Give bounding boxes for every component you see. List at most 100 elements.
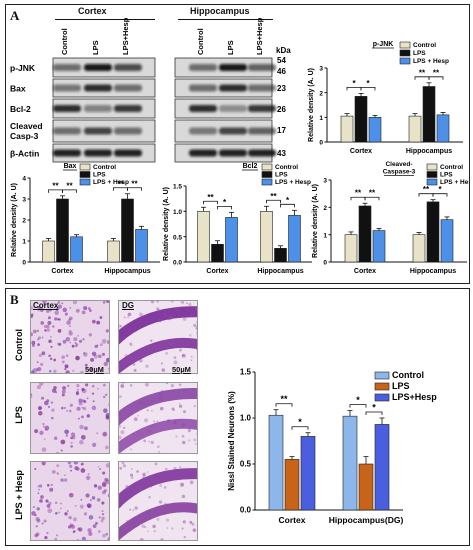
cell-dot bbox=[170, 504, 174, 507]
cell-dot bbox=[40, 396, 45, 400]
cell-dot bbox=[98, 354, 102, 359]
cell-dot bbox=[36, 366, 42, 372]
cell-dot bbox=[81, 387, 85, 392]
cell-dot bbox=[181, 354, 184, 357]
bcl2-sig-bracket-0-1 bbox=[217, 205, 232, 210]
cell-dot bbox=[144, 383, 149, 387]
cell-dot bbox=[52, 325, 55, 328]
granule-layer-arc bbox=[119, 468, 197, 509]
cell-dot bbox=[181, 527, 184, 530]
pjnk-bar-0-1 bbox=[354, 96, 368, 143]
bcl2-sig-bracket-0-0 bbox=[203, 200, 218, 205]
cell-dot bbox=[80, 370, 84, 373]
cell-dot bbox=[43, 400, 49, 406]
cell-dot bbox=[142, 472, 147, 477]
cell-dot bbox=[181, 434, 185, 438]
cell-dot bbox=[60, 502, 62, 505]
cell-dot bbox=[196, 432, 197, 436]
cell-dot bbox=[80, 468, 86, 473]
nissl-sig-bracket-0-0 bbox=[275, 403, 293, 407]
bcl2-bar-0-2 bbox=[225, 217, 238, 263]
cell-dot bbox=[171, 407, 175, 411]
cell-dot bbox=[196, 347, 197, 351]
cell-dot bbox=[107, 536, 109, 540]
cell-dot bbox=[158, 450, 161, 453]
cell-dot bbox=[178, 540, 180, 541]
cell-dot bbox=[76, 406, 81, 411]
pjnk-sig-star-0-0: * bbox=[352, 79, 356, 88]
bcl2-bar-1-1 bbox=[274, 248, 287, 263]
cell-dot bbox=[38, 353, 42, 358]
cell-dot bbox=[88, 333, 93, 337]
cell-dot bbox=[48, 354, 51, 358]
cell-dot bbox=[62, 386, 66, 390]
bcl2-legend-swatch-1 bbox=[261, 171, 273, 178]
cell-dot bbox=[165, 351, 169, 355]
cell-dot bbox=[195, 345, 197, 349]
nissl-sig-star-0-0: ** bbox=[280, 394, 288, 404]
cell-dot bbox=[153, 346, 158, 351]
cell-dot bbox=[129, 473, 134, 477]
cell-dot bbox=[87, 473, 90, 476]
cell-dot bbox=[183, 410, 187, 414]
cell-dot bbox=[132, 509, 135, 512]
cell-dot bbox=[126, 519, 129, 522]
cell-dot bbox=[130, 467, 133, 470]
cell-dot bbox=[159, 406, 164, 411]
cell-dot bbox=[105, 532, 109, 536]
nissl-bar-1-1 bbox=[358, 463, 374, 511]
cell-dot bbox=[129, 384, 133, 387]
bax-sig-bracket-1-1 bbox=[127, 187, 142, 191]
pjnk-ytick-label-2: 2 bbox=[319, 90, 323, 97]
cell-dot bbox=[68, 331, 73, 336]
cell-dot bbox=[152, 524, 156, 529]
cell-dot bbox=[119, 494, 123, 498]
cell-dot bbox=[156, 420, 159, 423]
cell-dot bbox=[66, 320, 71, 325]
cell-dot bbox=[64, 512, 68, 516]
casp3-legend-swatch-0 bbox=[426, 163, 438, 171]
cell-dot bbox=[120, 384, 125, 388]
cell-dot bbox=[49, 335, 52, 338]
nissl-sig-bracket-1-0 bbox=[349, 404, 367, 408]
cell-dot bbox=[181, 440, 186, 445]
cell-dot bbox=[34, 468, 37, 471]
cell-dot bbox=[132, 362, 136, 366]
nissl-bar-1-2 bbox=[374, 424, 390, 511]
pjnk-title-0: p-JNK bbox=[373, 41, 394, 48]
cell-dot bbox=[96, 344, 99, 347]
casp3-cat-label-0: Cortex bbox=[354, 268, 376, 275]
cell-dot bbox=[62, 339, 67, 344]
micrograph-texture bbox=[119, 462, 197, 541]
blot-band-0-1-0 bbox=[189, 64, 217, 71]
lane-label-cortex-2: LPS+Hesp bbox=[121, 17, 130, 55]
cell-dot bbox=[101, 516, 105, 520]
bcl2-sig-star-0-0: ** bbox=[207, 193, 214, 202]
lane-label-hippocampus-0: Control bbox=[196, 28, 205, 55]
cell-dot bbox=[61, 360, 65, 364]
cell-dot bbox=[84, 363, 88, 367]
casp3-ytick-label-3: 3 bbox=[323, 178, 327, 185]
cell-dot bbox=[170, 384, 174, 388]
cell-dot bbox=[166, 383, 169, 385]
blot-band-2-1-1 bbox=[219, 105, 247, 112]
blot-band-0-0-2 bbox=[114, 64, 142, 71]
blot-band-1-0-1 bbox=[84, 84, 112, 92]
cell-dot bbox=[143, 439, 147, 443]
cell-dot bbox=[48, 501, 52, 505]
bcl2-legend-label-2: LPS + Hesp bbox=[275, 179, 311, 186]
cell-dot bbox=[173, 360, 178, 365]
cell-dot bbox=[40, 321, 45, 325]
bcl2-bar-0-0 bbox=[197, 211, 210, 263]
micrograph-texture bbox=[31, 301, 109, 373]
cell-dot bbox=[91, 351, 97, 356]
cell-dot bbox=[50, 483, 53, 486]
cell-dot bbox=[38, 484, 43, 488]
cell-dot bbox=[181, 423, 185, 427]
cell-dot bbox=[138, 400, 143, 405]
bax-ylabel: Relative density (A. U) bbox=[11, 183, 18, 257]
cell-dot bbox=[107, 493, 109, 498]
cell-dot bbox=[150, 301, 154, 304]
cell-dot bbox=[65, 434, 69, 437]
blot-band-1-0-0 bbox=[53, 84, 81, 92]
